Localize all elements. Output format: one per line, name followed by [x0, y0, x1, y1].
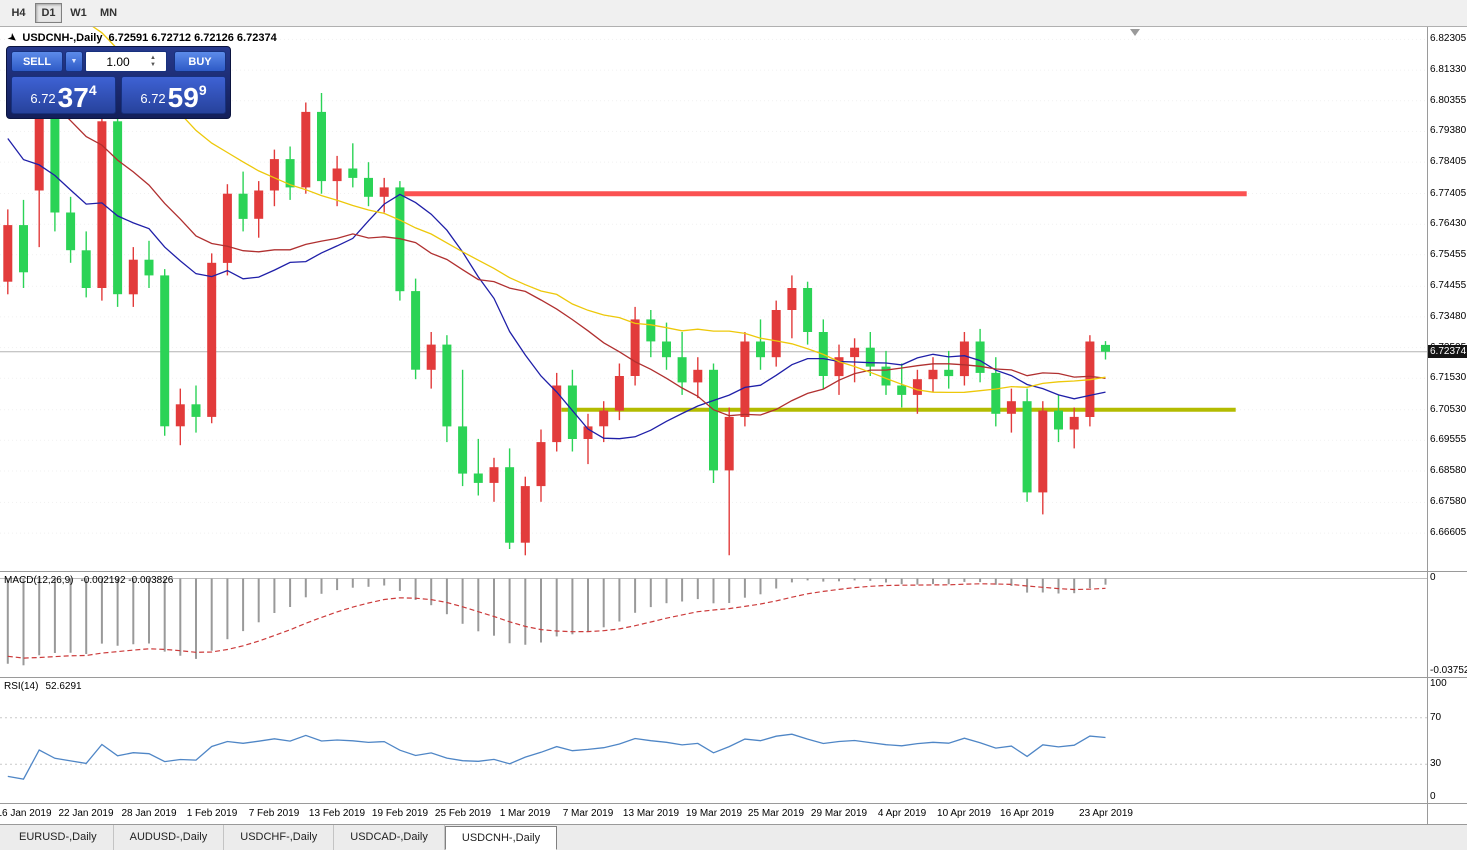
chart-tabs-bar: EURUSD-,Daily AUDUSD-,Daily USDCHF-,Dail… — [0, 824, 1467, 850]
price-axis[interactable]: 6.72374 6.82305 6.81330 6.80355 6.79380 6.78… — [1427, 27, 1467, 571]
date-axis-label: 7 Feb 2019 — [248, 808, 300, 819]
volume-dropdown-button[interactable]: ▼ — [65, 51, 83, 72]
price-axis-label: 6.81330 — [1430, 64, 1467, 75]
bid-price-badge: 6.72374 — [1428, 345, 1467, 358]
macd-axis-label: -0.037529 — [1430, 665, 1467, 676]
sell-price-prefix: 6.72 — [30, 91, 56, 106]
price-axis-label: 6.78405 — [1430, 156, 1467, 167]
tab-usdcad-daily[interactable]: USDCAD-,Daily — [334, 825, 445, 850]
date-axis-label: 1 Feb 2019 — [186, 808, 238, 819]
price-axis-label: 6.75455 — [1430, 249, 1467, 260]
rsi-canvas[interactable] — [0, 678, 1427, 803]
price-axis-label: 6.71530 — [1430, 372, 1467, 383]
price-axis-label: 6.67580 — [1430, 496, 1467, 507]
buy-button[interactable]: BUY — [174, 51, 226, 72]
price-axis-label: 6.74455 — [1430, 280, 1467, 291]
timeframe-mn-button[interactable]: MN — [95, 3, 122, 23]
price-axis-label: 6.80355 — [1430, 95, 1467, 106]
date-axis-label: 1 Mar 2019 — [499, 808, 551, 819]
one-click-controls-row: SELL ▼ ▲ ▼ BUY — [11, 51, 226, 72]
rsi-axis[interactable]: 100 70 30 0 — [1427, 677, 1467, 803]
tab-audusd-daily[interactable]: AUDUSD-,Daily — [114, 825, 225, 850]
price-axis-label: 6.73480 — [1430, 311, 1467, 322]
macd-axis[interactable]: 0 -0.037529 — [1427, 571, 1467, 677]
date-axis-label: 19 Mar 2019 — [685, 808, 743, 819]
volume-input[interactable] — [86, 54, 150, 69]
price-axis-label: 6.77405 — [1430, 188, 1467, 199]
date-axis-label: 28 Jan 2019 — [121, 808, 177, 819]
volume-up-icon[interactable]: ▲ — [150, 54, 156, 61]
date-axis-label: 4 Apr 2019 — [877, 808, 927, 819]
rsi-indicator-value: 52.6291 — [45, 681, 82, 692]
macd-panel: MACD(12,26,9) -0.002192 -0.003826 — [0, 571, 1427, 677]
sell-price-big-digits: 37 — [57, 82, 89, 114]
timeframe-w1-button[interactable]: W1 — [65, 3, 92, 23]
volume-spinner: ▲ ▼ — [150, 55, 158, 68]
date-axis-label: 22 Jan 2019 — [58, 808, 114, 819]
date-axis-label: 13 Mar 2019 — [622, 808, 680, 819]
date-axis-label: 25 Feb 2019 — [434, 808, 492, 819]
macd-indicator-values: -0.002192 -0.003826 — [80, 575, 174, 586]
buy-price-big-digits: 59 — [167, 82, 199, 114]
rsi-axis-label: 30 — [1430, 758, 1442, 769]
rsi-axis-label: 0 — [1430, 791, 1436, 802]
timeframe-h4-button[interactable]: H4 — [5, 3, 32, 23]
main-chart-panel: ➤ USDCNH-,Daily 6.72591 6.72712 6.72126 … — [0, 27, 1427, 571]
chart-shift-marker-icon — [1130, 29, 1140, 36]
price-axis-label: 6.68580 — [1430, 465, 1467, 476]
date-axis-label: 25 Mar 2019 — [747, 808, 805, 819]
price-axis-label: 6.79380 — [1430, 125, 1467, 136]
price-axis-label: 6.69555 — [1430, 434, 1467, 445]
chart-ohlc-values: 6.72591 6.72712 6.72126 6.72374 — [108, 32, 277, 44]
one-click-prices-row: 6.72 37 4 6.72 59 9 — [11, 76, 226, 114]
rsi-label: RSI(14) 52.6291 — [4, 681, 82, 692]
main-chart-canvas[interactable] — [0, 27, 1427, 571]
buy-price-button[interactable]: 6.72 59 9 — [121, 76, 226, 114]
rsi-indicator-name: RSI(14) — [4, 681, 39, 692]
sell-price-pip-digit: 4 — [88, 82, 97, 98]
chart-window: ➤ USDCNH-,Daily 6.72591 6.72712 6.72126 … — [0, 27, 1467, 824]
date-axis-label: 13 Feb 2019 — [308, 808, 366, 819]
date-axis-label: 29 Mar 2019 — [810, 808, 868, 819]
date-axis-label: 16 Apr 2019 — [1000, 808, 1054, 819]
chart-symbol-label: USDCNH-,Daily — [22, 32, 103, 44]
date-axis-label: 16 Jan 2019 — [0, 808, 52, 819]
sell-button[interactable]: SELL — [11, 51, 63, 72]
macd-label: MACD(12,26,9) -0.002192 -0.003826 — [4, 575, 173, 586]
cursor-arrow-icon: ➤ — [5, 31, 19, 45]
buy-price-pip-digit: 9 — [198, 82, 207, 98]
volume-field: ▲ ▼ — [85, 51, 167, 72]
date-axis-label: 10 Apr 2019 — [937, 808, 991, 819]
macd-indicator-name: MACD(12,26,9) — [4, 575, 74, 586]
timeframe-toolbar: H4 D1 W1 MN — [0, 0, 1467, 27]
tab-usdcnh-daily[interactable]: USDCNH-,Daily — [444, 826, 558, 850]
tab-usdchf-daily[interactable]: USDCHF-,Daily — [224, 825, 335, 850]
date-axis-label: 7 Mar 2019 — [562, 808, 614, 819]
price-axis-label: 6.70530 — [1430, 404, 1467, 415]
rsi-axis-label: 70 — [1430, 712, 1442, 723]
date-axis-label: 23 Apr 2019 — [1079, 808, 1133, 819]
tab-eurusd-daily[interactable]: EURUSD-,Daily — [3, 825, 114, 850]
macd-axis-label: 0 — [1430, 572, 1436, 583]
chart-title: ➤ USDCNH-,Daily 6.72591 6.72712 6.72126 … — [5, 31, 277, 45]
date-axis-label: 19 Feb 2019 — [371, 808, 429, 819]
axis-corner — [1427, 803, 1467, 824]
price-axis-label: 6.76430 — [1430, 218, 1467, 229]
sell-price-button[interactable]: 6.72 37 4 — [11, 76, 116, 114]
price-axis-label: 6.66605 — [1430, 527, 1467, 538]
timeframe-d1-button[interactable]: D1 — [35, 3, 62, 23]
volume-down-icon[interactable]: ▼ — [150, 61, 156, 68]
price-axis-label: 6.82305 — [1430, 33, 1467, 44]
chevron-down-icon: ▼ — [70, 58, 78, 65]
rsi-panel: RSI(14) 52.6291 — [0, 677, 1427, 803]
macd-canvas[interactable] — [0, 572, 1427, 677]
one-click-trading-panel: SELL ▼ ▲ ▼ BUY 6.72 37 4 — [6, 46, 231, 119]
date-axis[interactable]: 16 Jan 2019 22 Jan 2019 28 Jan 2019 1 Feb 2… — [0, 803, 1427, 824]
rsi-axis-label: 100 — [1430, 678, 1447, 689]
buy-price-prefix: 6.72 — [140, 91, 166, 106]
